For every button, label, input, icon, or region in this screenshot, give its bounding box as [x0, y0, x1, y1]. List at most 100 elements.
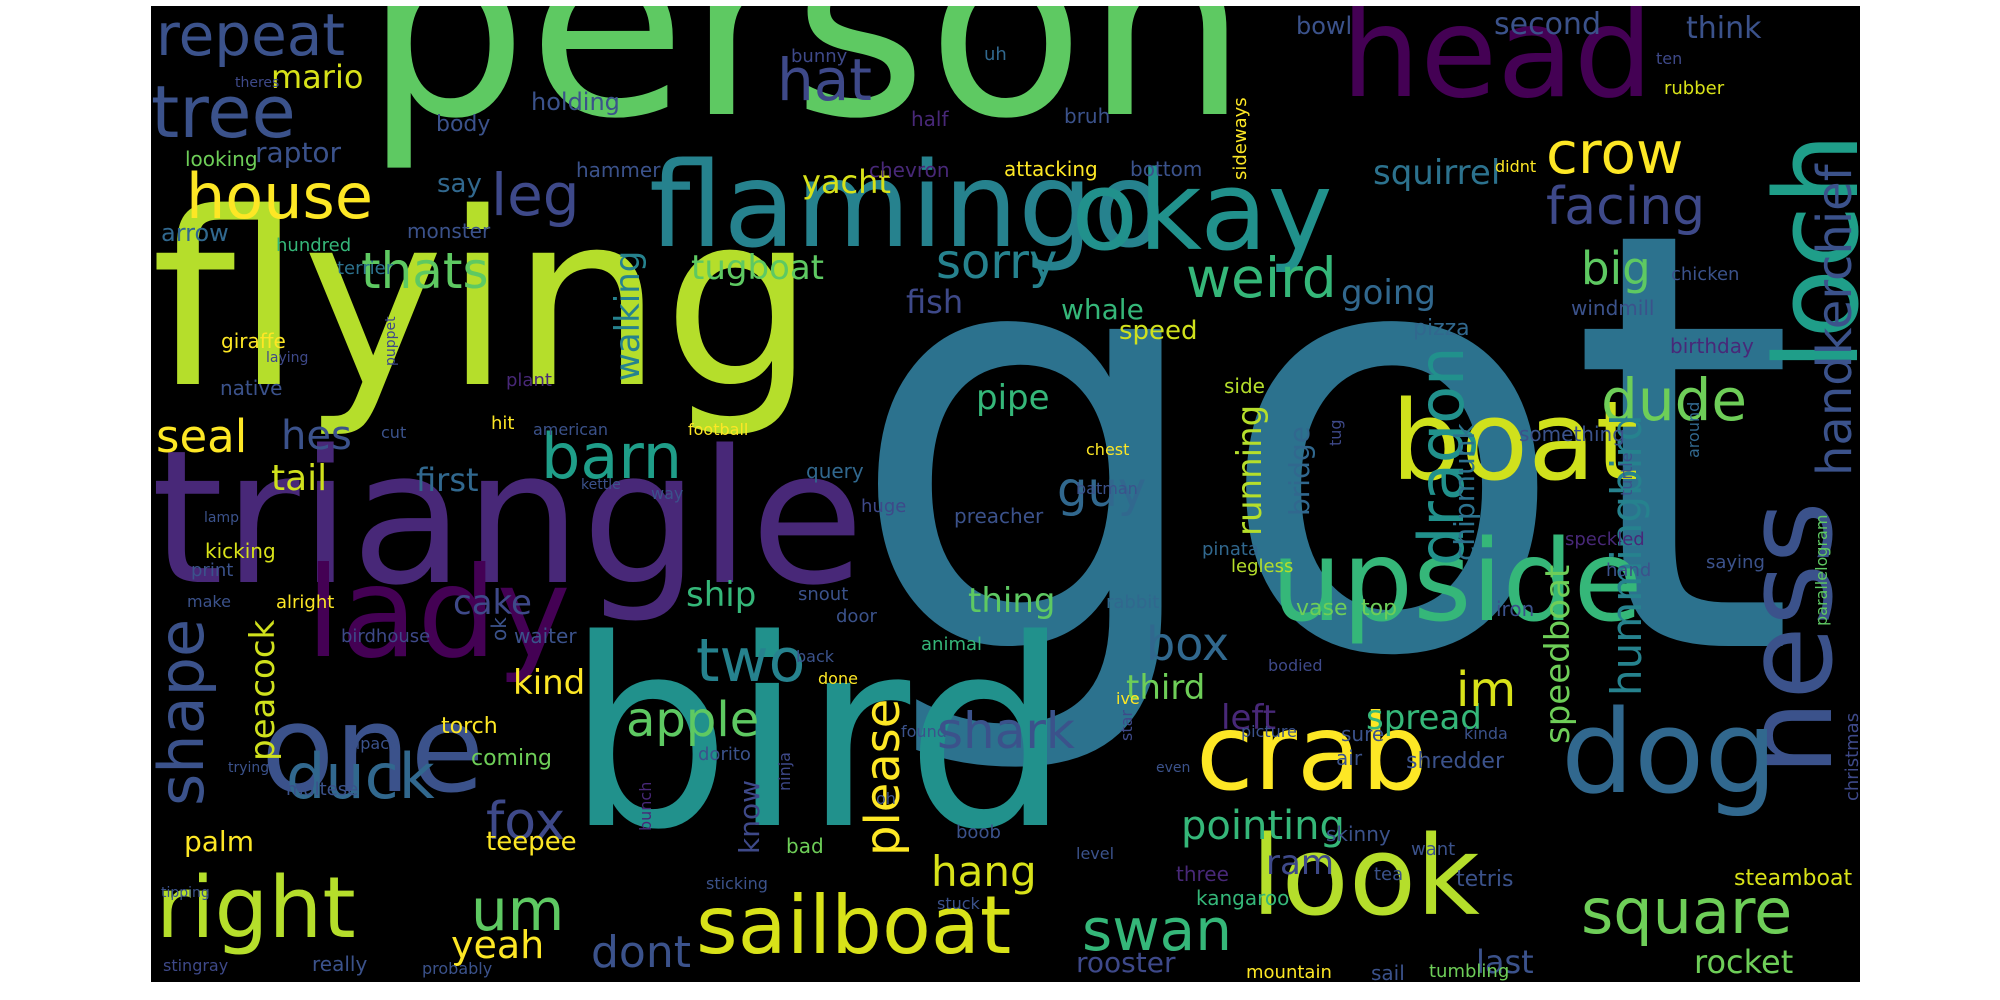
word: maltese: [286, 779, 359, 800]
word: crow: [1546, 119, 1684, 187]
word: make: [187, 592, 231, 611]
word: rubber: [1664, 78, 1725, 99]
word: yacht: [802, 163, 891, 201]
word: saying: [1706, 552, 1765, 573]
word: triangle: [151, 410, 865, 626]
word: got: [846, 108, 1797, 783]
word: puppet: [383, 316, 399, 366]
word: air: [1336, 746, 1363, 770]
word: bottom: [1130, 157, 1203, 181]
word: weird: [1186, 246, 1337, 310]
word: sideways: [1230, 97, 1251, 180]
word: oh: [876, 789, 896, 808]
word: whale: [1061, 293, 1144, 326]
word: shredder: [1406, 749, 1505, 774]
word: tumbling: [1429, 961, 1510, 982]
word: vase: [1296, 596, 1348, 621]
word: rocket: [1694, 943, 1794, 981]
word: legless: [1231, 556, 1294, 577]
word: print: [191, 560, 234, 581]
word-cloud: got person flying bird triangle head fla…: [151, 6, 1860, 982]
word: picture: [1241, 722, 1297, 741]
word: bridge: [1283, 426, 1316, 516]
word: big: [1581, 242, 1651, 295]
word: back: [796, 647, 835, 666]
word: huge: [861, 496, 907, 517]
word: something: [1519, 422, 1625, 446]
word: hammer: [576, 158, 661, 182]
word: shark: [937, 702, 1075, 760]
word: kinda: [1464, 724, 1508, 743]
word: attacking: [1004, 157, 1098, 181]
word: chevron: [869, 158, 950, 182]
word: bunch: [636, 781, 655, 831]
word: tea: [1374, 864, 1404, 885]
word: running: [1230, 404, 1270, 536]
word: trying: [228, 760, 270, 776]
word: ive: [1116, 689, 1140, 708]
word: dorito: [698, 744, 751, 765]
word: um: [471, 876, 565, 944]
word: tug: [1326, 419, 1345, 446]
word: bruh: [1064, 104, 1111, 128]
word: left: [1221, 698, 1277, 738]
word: square: [1581, 875, 1793, 948]
word: head: [1341, 6, 1654, 126]
word: bodied: [1268, 656, 1323, 675]
word: star: [1117, 710, 1136, 741]
word: apple: [626, 692, 760, 748]
word: tree: [151, 70, 296, 154]
word: dude: [1601, 366, 1748, 434]
word: going: [1341, 273, 1436, 313]
word: kind: [513, 663, 586, 703]
word: yeah: [451, 923, 545, 967]
word: kicking: [205, 539, 276, 563]
word: sailboat: [696, 879, 1012, 972]
word: cut: [381, 423, 407, 442]
word: spread: [1366, 698, 1482, 738]
word: pointing: [1181, 803, 1345, 849]
word: speedboat: [1538, 564, 1578, 744]
word: hes: [281, 413, 352, 459]
word: done: [818, 669, 858, 688]
word: theres: [235, 75, 280, 91]
word: steamboat: [1734, 866, 1853, 891]
word: bird: [566, 585, 1071, 887]
word: sail: [1371, 961, 1405, 982]
word: chicken: [1671, 264, 1740, 285]
word: torch: [441, 714, 498, 739]
word: hit: [491, 413, 515, 434]
word: skinny: [1326, 822, 1391, 846]
word: waiter: [514, 624, 577, 648]
word: mountain: [1246, 962, 1332, 982]
word: speckled: [1565, 529, 1645, 550]
word: house: [186, 160, 373, 233]
word: tugboat: [691, 248, 825, 288]
word: shape: [151, 618, 218, 806]
word: uh: [984, 44, 1007, 65]
word: door: [836, 606, 877, 627]
word: right: [156, 859, 356, 958]
word: walking: [608, 250, 648, 381]
word: ram: [1266, 843, 1334, 883]
word: peacock: [243, 619, 283, 761]
word: three: [1176, 862, 1229, 886]
word: two: [696, 626, 806, 696]
word: probably: [422, 959, 493, 978]
word: mario: [271, 58, 364, 96]
word: native: [220, 376, 283, 400]
word: think: [1686, 11, 1762, 46]
word: repeat: [156, 6, 346, 69]
word: tetris: [1456, 867, 1514, 892]
word: football: [688, 420, 749, 439]
word: palm: [184, 825, 254, 858]
word: look: [1251, 812, 1480, 940]
word: sure: [1341, 722, 1385, 746]
word: boob: [956, 822, 1001, 843]
word: parallelogram: [1812, 514, 1831, 626]
word: pipe: [976, 378, 1050, 418]
word: christmas: [1842, 712, 1860, 801]
word: boat: [1391, 377, 1639, 505]
word: seal: [156, 410, 248, 463]
word: stuck: [937, 894, 980, 913]
